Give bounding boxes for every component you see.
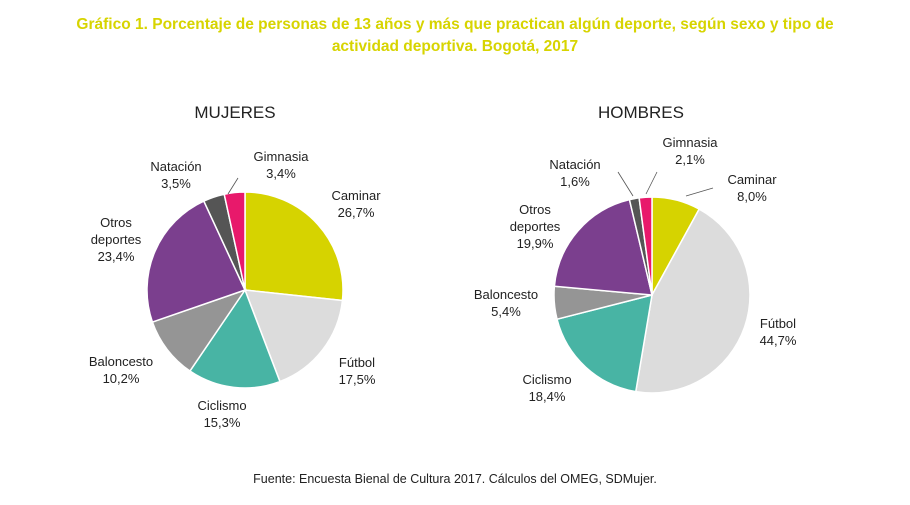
slice-hombres-ciclismo: [556, 293, 653, 393]
slice-hombres-futbol: [634, 208, 751, 394]
data-label-mujeres-futbol: Fútbol 17,5%: [339, 355, 376, 387]
pie-chart-hombres: HOMBRES Caminar 8,0% Fútbol 44,7% Ciclismo 18,…: [474, 103, 797, 404]
data-label-mujeres-baloncesto: Baloncesto 10,2%: [89, 354, 153, 386]
leader-line-hombres-caminar: [685, 187, 714, 197]
data-label-mujeres-ciclismo: Ciclismo 15,3%: [197, 398, 246, 430]
chart-title-hombres: HOMBRES: [598, 103, 684, 122]
slice-mujeres-gimnasia: [223, 191, 246, 291]
data-label-hombres-caminar: Caminar 8,0%: [727, 172, 777, 204]
data-label-hombres-gimnasia: Gimnasia 2,1%: [663, 135, 719, 167]
data-label-hombres-futbol: Fútbol 44,7%: [760, 316, 797, 348]
data-label-mujeres-natacion: Natación 3,5%: [150, 159, 201, 191]
slice-mujeres-otros-deportes: [146, 200, 247, 323]
slice-mujeres-ciclismo: [188, 288, 281, 389]
slice-mujeres-caminar: [244, 191, 344, 302]
data-label-mujeres-caminar: Caminar 26,7%: [331, 188, 381, 220]
figure-title-line-2: actividad deportiva. Bogotá, 2017: [331, 38, 579, 55]
leader-line-hombres-gimnasia: [645, 171, 658, 195]
slice-hombres-otros-deportes: [553, 198, 653, 296]
chart-title-mujeres: MUJERES: [194, 103, 275, 122]
figure-title-line-1: Gráfico 1. Porcentaje de personas de 13 …: [76, 16, 834, 33]
data-label-hombres-otros-deportes: Otros deportes 19,9%: [510, 202, 561, 251]
slice-hombres-gimnasia: [638, 196, 653, 296]
figure-title: Gráfico 1. Porcentaje de personas de 13 …: [0, 14, 910, 58]
data-label-hombres-natacion: Natación 1,6%: [549, 157, 600, 189]
leader-line-hombres-natacion: [617, 171, 634, 197]
leader-line-mujeres-gimnasia: [227, 177, 239, 195]
slice-mujeres-futbol: [243, 289, 344, 383]
data-label-mujeres-gimnasia: Gimnasia 3,4%: [254, 149, 310, 181]
data-label-mujeres-otros-deportes: Otros deportes 23,4%: [91, 215, 142, 264]
pie-chart-mujeres: MUJERES Caminar 26,7% Fútbol 17,5% Ciclismo 15…: [89, 103, 381, 430]
data-label-hombres-ciclismo: Ciclismo 18,4%: [522, 372, 571, 404]
source-note: Fuente: Encuesta Bienal de Cultura 2017.…: [253, 472, 657, 486]
data-label-hombres-baloncesto: Baloncesto 5,4%: [474, 287, 538, 319]
